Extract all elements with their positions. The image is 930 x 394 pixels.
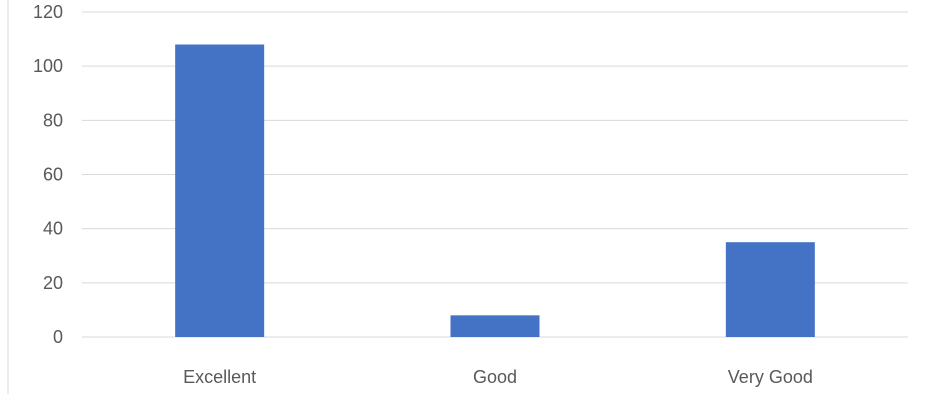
y-tick-label: 120 bbox=[33, 2, 63, 22]
x-axis-tick-labels: Excellent Good Very Good bbox=[183, 367, 813, 387]
y-tick-label: 20 bbox=[43, 273, 63, 293]
bar-good bbox=[450, 315, 540, 337]
y-tick-label: 80 bbox=[43, 110, 63, 130]
y-axis-tick-labels: 0 20 40 60 80 100 120 bbox=[33, 2, 63, 347]
bar-excellent bbox=[175, 44, 265, 337]
y-tick-label: 60 bbox=[43, 165, 63, 185]
x-tick-label: Very Good bbox=[728, 367, 813, 387]
y-tick-label: 0 bbox=[53, 327, 63, 347]
x-tick-label: Good bbox=[473, 367, 517, 387]
y-tick-label: 40 bbox=[43, 219, 63, 239]
bars bbox=[175, 44, 815, 337]
bar-very-good bbox=[725, 242, 815, 337]
y-tick-label: 100 bbox=[33, 56, 63, 76]
x-tick-label: Excellent bbox=[183, 367, 256, 387]
